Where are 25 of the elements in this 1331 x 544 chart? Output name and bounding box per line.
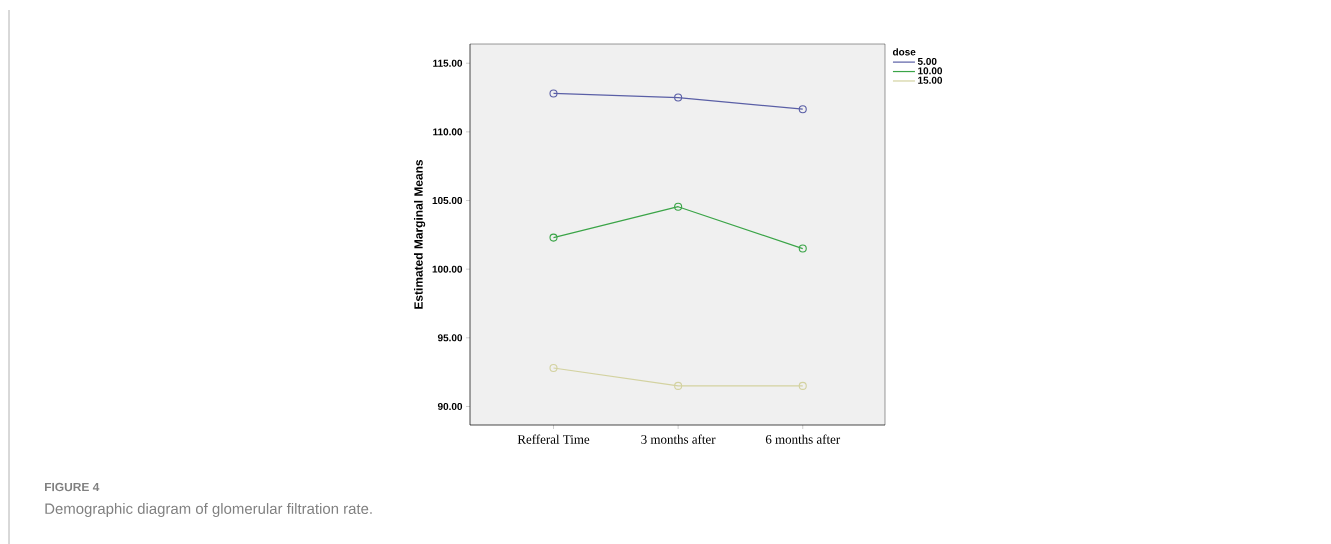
point: [798, 381, 807, 390]
text: Demographic diagram of glomerular filtration rate.: [45, 503, 372, 517]
x-tick-label: Refferal Time: [517, 434, 590, 444]
point: [798, 105, 807, 114]
point: [674, 202, 683, 211]
y-tick-label: 105.00: [432, 197, 463, 205]
point: [549, 363, 558, 373]
point: [549, 89, 558, 98]
x-tick-label: 6 months after: [765, 434, 841, 444]
y-tick-label: 100.00: [432, 265, 463, 273]
point: [674, 381, 683, 390]
caption: FIGURE 4: [45, 482, 100, 492]
legend-label: 5.00: [917, 57, 937, 65]
y-tick-label: 95.00: [437, 334, 463, 342]
y-tick-label: 115.00: [433, 59, 463, 67]
y-tick-label: 90.00: [437, 402, 463, 410]
y-tick-label: 110.00: [433, 128, 463, 136]
point: [549, 233, 558, 242]
x-tick-label: 3 months after: [641, 434, 716, 444]
point: [798, 244, 807, 253]
legend-title: dose: [892, 48, 916, 56]
legend-label: 15.00: [918, 76, 943, 84]
point: [674, 93, 683, 102]
legend-label: 10.00: [918, 67, 943, 75]
y-axis-title: Estimated Marginal Means: [413, 159, 426, 309]
